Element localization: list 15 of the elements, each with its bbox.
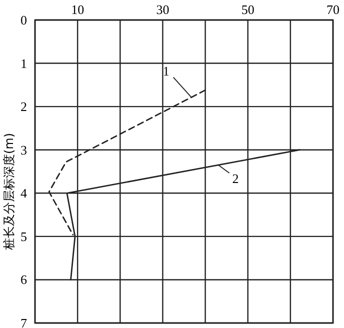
y-tick-label: 1 [20, 56, 27, 71]
x-tick-label: 30 [156, 2, 170, 17]
y-tick-label: 5 [20, 228, 27, 244]
text: 1 [162, 63, 170, 78]
y-tick-label: 7 [20, 316, 28, 328]
legend-label: 2 [232, 171, 239, 186]
y-tick-label: 3 [20, 142, 27, 158]
y-tick-label: 0 [20, 12, 27, 28]
x-tick-label: 50 [241, 2, 254, 17]
x-tick-label: 10 [71, 2, 84, 17]
x-tick-label: 70 [326, 2, 340, 17]
y-axis-title: 桩长及分层标深度(m) [2, 132, 16, 252]
y-tick-label: 2 [20, 99, 27, 114]
y-tick-label: 6 [20, 272, 28, 288]
y-tick-label: 4 [20, 186, 28, 201]
